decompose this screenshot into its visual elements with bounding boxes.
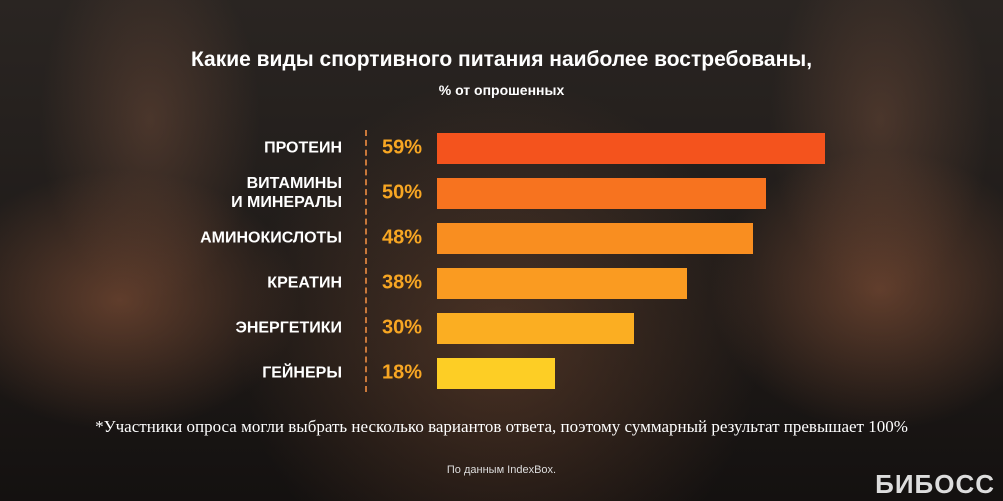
category-label: ВИТАМИНЫ И МИНЕРАЛЫ bbox=[231, 175, 342, 211]
chart-title: Какие виды спортивного питания наиболее … bbox=[190, 48, 813, 71]
value-label: 18% bbox=[382, 361, 423, 384]
value-label: 50% bbox=[382, 181, 423, 204]
bar bbox=[437, 222, 753, 254]
value-label: 48% bbox=[382, 226, 423, 249]
bar bbox=[437, 267, 687, 299]
category-label: ЭНЕРГЕТИКИ bbox=[235, 319, 342, 337]
category-label: КРЕАТИН bbox=[267, 274, 342, 292]
source: По данным IndexBox. bbox=[446, 464, 557, 476]
category-label: АМИНОКИСЛОТЫ bbox=[200, 229, 342, 247]
value-label: 30% bbox=[382, 316, 423, 339]
bar bbox=[437, 177, 766, 209]
logo: БИБОСС bbox=[875, 469, 995, 499]
value-label: 38% bbox=[382, 271, 423, 294]
footnote: *Участники опроса могли выбрать нескольк… bbox=[95, 417, 908, 436]
category-label: ГЕЙНЕРЫ bbox=[262, 364, 342, 382]
bar bbox=[437, 312, 635, 344]
chart-subtitle: % от опрошенных bbox=[438, 82, 565, 98]
bar bbox=[437, 132, 825, 164]
category-label: ПРОТЕИН bbox=[264, 139, 342, 157]
value-label: 59% bbox=[382, 136, 423, 159]
bar bbox=[437, 357, 556, 389]
divider bbox=[365, 130, 367, 392]
